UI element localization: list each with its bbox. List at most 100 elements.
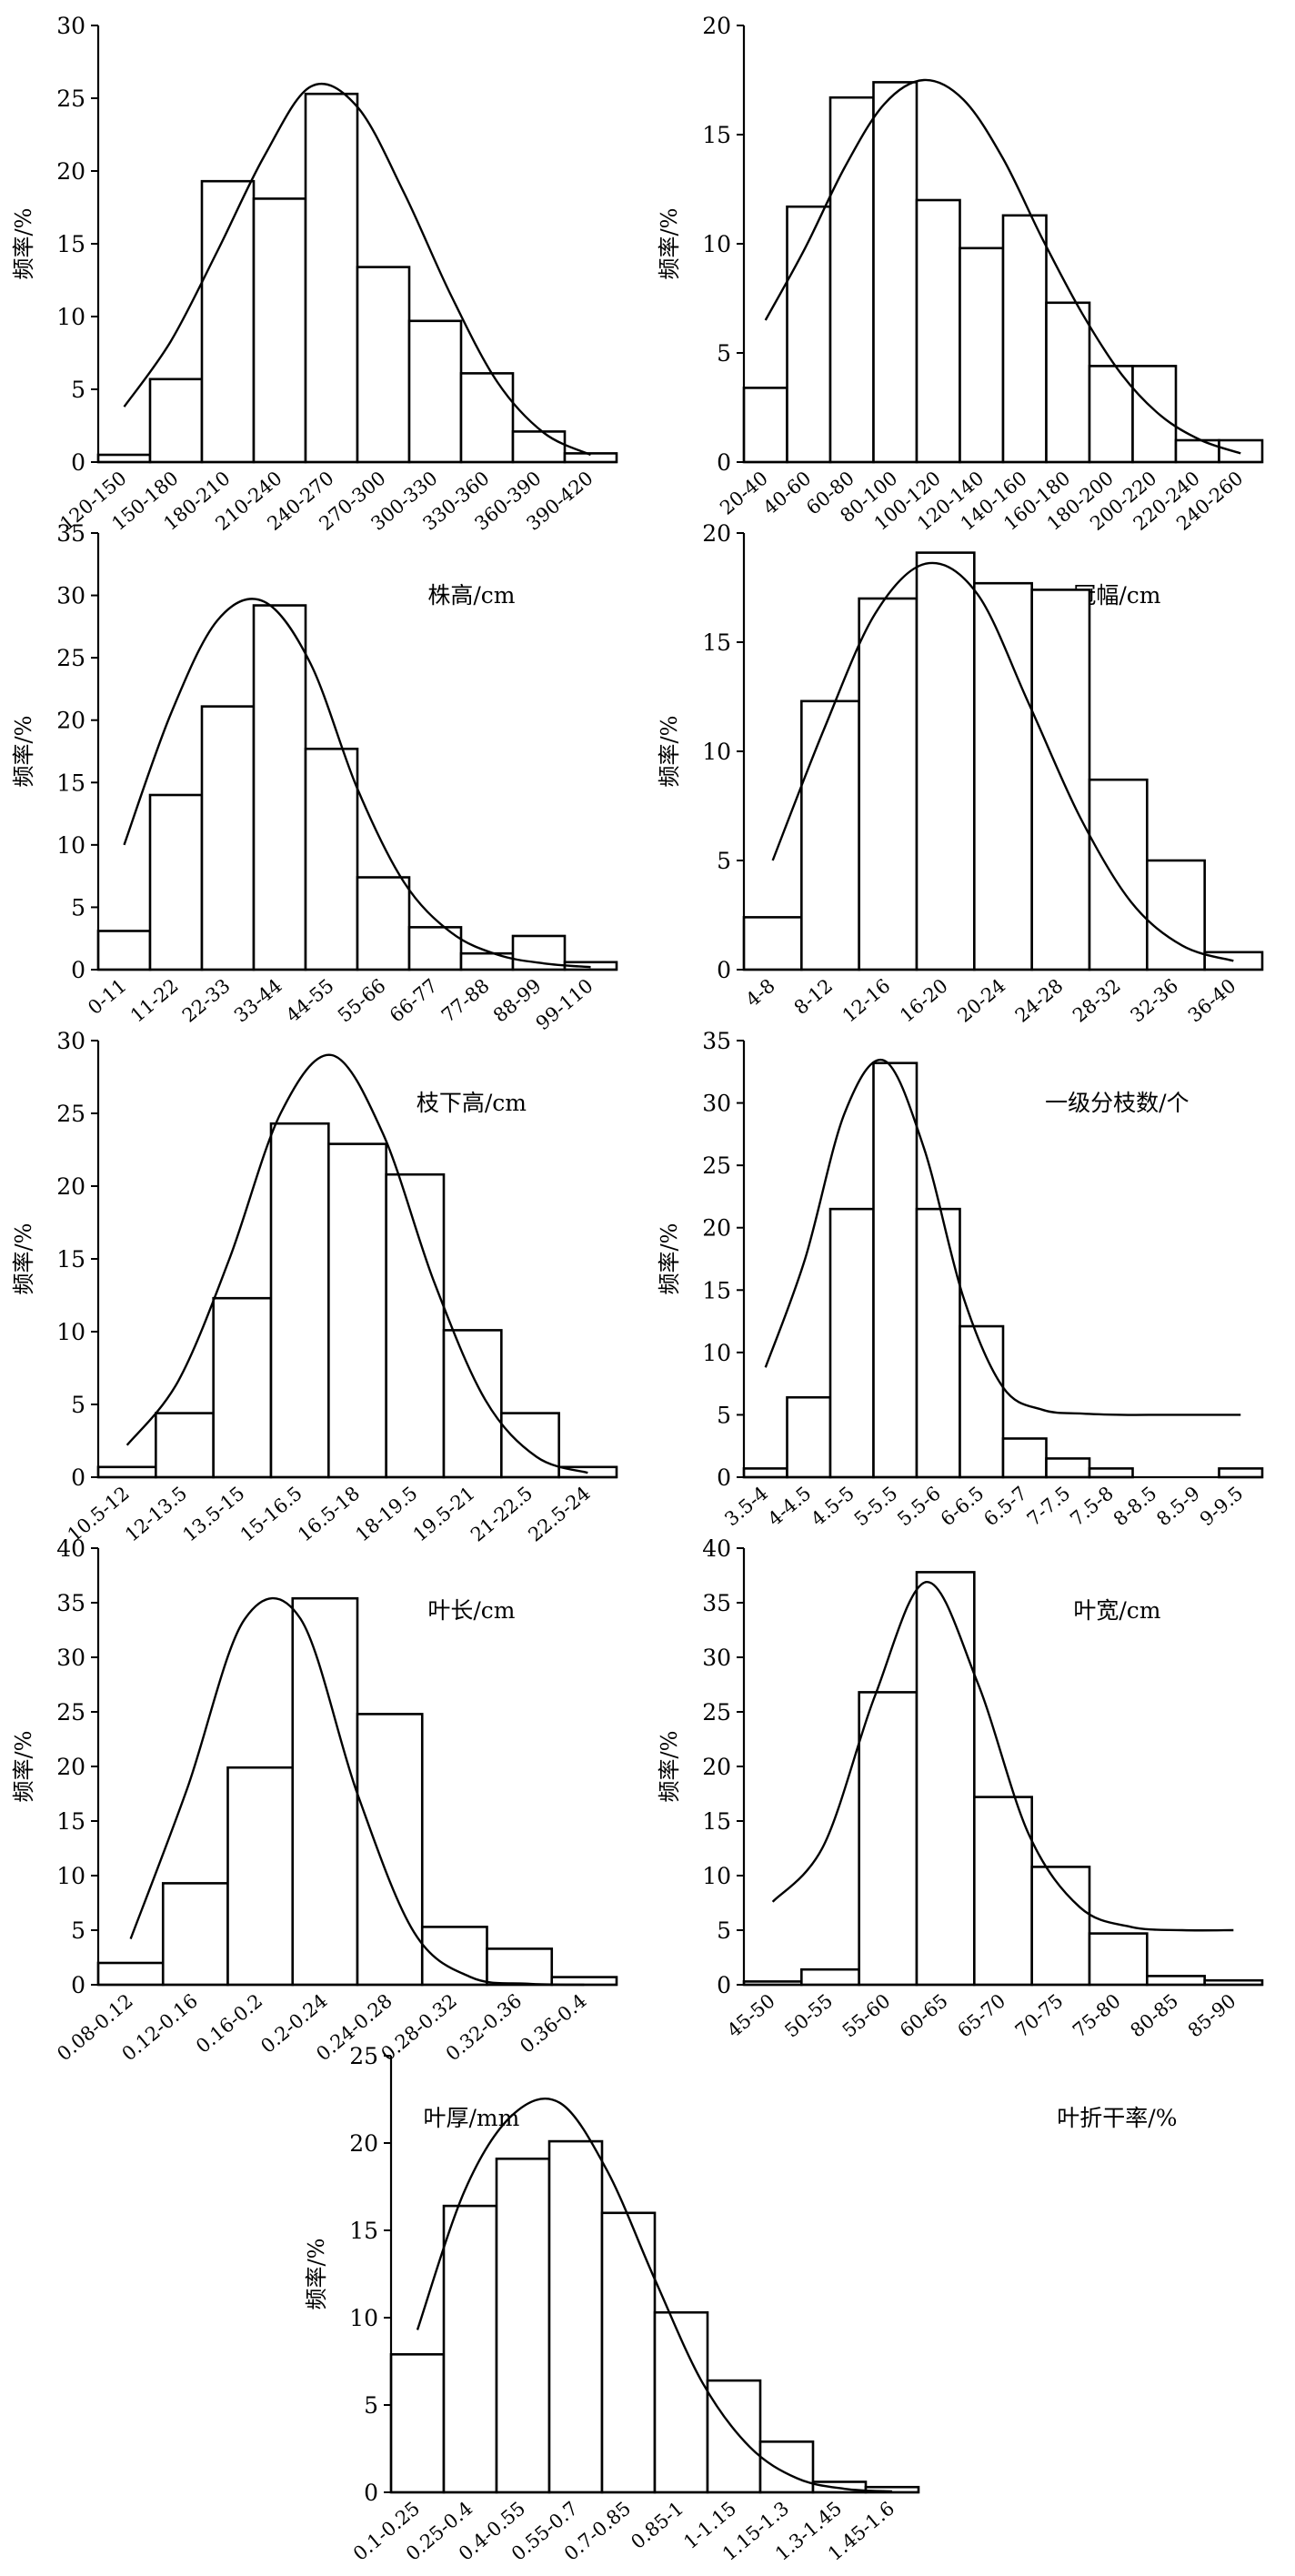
- x-axis-label: 一级分枝数/个: [1045, 1090, 1189, 1116]
- bar: [742, 387, 788, 464]
- panel-essential-oil: 0 5 10 15 20 25 0.1-0.25 0.25-0.4 0.4-0.55 0.55-0…: [300, 2038, 928, 2570]
- x-axis-label: 叶厚/mm: [423, 2105, 519, 2131]
- x-tick-label: 40-60: [759, 467, 816, 518]
- normal-fit-curve: [123, 82, 592, 457]
- x-tick-label: 6-6.5: [937, 1482, 989, 1530]
- bar: [442, 1329, 503, 1479]
- normal-fit-curve: [771, 1581, 1234, 1932]
- bar: [959, 247, 1005, 464]
- bar: [495, 2157, 551, 2494]
- x-tick-label: 65-70: [953, 1989, 1009, 2041]
- y-tick-label: 10: [56, 1863, 85, 1889]
- y-axis-label: 频率/%: [11, 1223, 36, 1295]
- bar: [758, 2440, 815, 2494]
- x-tick-label: 0-11: [84, 974, 131, 1019]
- y-tick-label: 0: [71, 449, 85, 476]
- x-tick-label: 4-4.5: [764, 1482, 816, 1530]
- x-tick-label: 11-22: [126, 974, 183, 1026]
- leaf-width-svg: 051015202530353.5-44-4.54.5-55-5.55.5-66…: [657, 1028, 1264, 1624]
- panel-leaf-length: 0 5 10 15 20 25 30 10.5-12 12-13.5 13.5-15 15-16.5…: [7, 1022, 626, 1624]
- bar: [389, 2353, 446, 2494]
- x-tick-label: 55-60: [838, 1989, 895, 2041]
- x-axis-label: 株高/cm: [427, 582, 515, 609]
- bar: [356, 876, 411, 971]
- x-tick-label: 32-36: [1126, 974, 1182, 1026]
- primary-branches-svg: 0 5 10 15 20 4-8 8-12 12-16 16-20 20-24 24-28 28-32…: [657, 520, 1264, 1116]
- bar: [915, 1207, 961, 1479]
- x-axis-label: 叶长/cm: [427, 1597, 515, 1624]
- x-tick-label: 75-80: [1069, 1989, 1125, 2041]
- bar: [1030, 589, 1091, 971]
- x-axis-label: 叶折干率/%: [1057, 2105, 1177, 2131]
- x-tick-label: 5.5-6: [893, 1482, 945, 1530]
- bar: [1088, 1932, 1149, 1987]
- bar: [161, 1882, 229, 1987]
- bar: [500, 1412, 560, 1479]
- crown-width-svg: 0510152020-4040-6060-8080-100100-120120-…: [657, 13, 1264, 609]
- y-tick-label: 20: [56, 708, 85, 734]
- y-tick-label: 25: [349, 2043, 378, 2069]
- y-tick-label: 25: [56, 1101, 85, 1127]
- bar: [200, 705, 256, 971]
- bar: [200, 179, 256, 464]
- bar: [96, 1465, 157, 1479]
- x-tick-label: 85-90: [1184, 1989, 1240, 2041]
- y-tick-label: 25: [56, 86, 85, 112]
- x-tick-label: 28-32: [1069, 974, 1125, 1026]
- y-tick-label: 10: [702, 231, 731, 257]
- leaf-length-svg: 05101520253010.5-1212-13.513.5-1515-16.5…: [11, 1028, 618, 1624]
- y-tick-label: 20: [702, 1215, 731, 1242]
- y-tick-label: 20: [702, 13, 731, 39]
- y-tick-label: 20: [56, 158, 85, 185]
- y-axis-label: 频率/%: [657, 208, 682, 280]
- bar: [511, 430, 567, 464]
- y-tick-label: 20: [56, 1173, 85, 1200]
- bar: [212, 1296, 273, 1479]
- y-axis-label: 频率/%: [11, 1731, 36, 1803]
- bar: [742, 916, 803, 971]
- x-tick-label: 22-33: [178, 974, 235, 1026]
- x-tick-label: 60-65: [896, 1989, 952, 2041]
- panel-leaf-dry-ratio: 0 5 10 15 20 25 30 35 40 45-50 50-55 55-60 60-65 65-7…: [653, 1530, 1271, 2131]
- normal-fit-curve: [129, 1596, 585, 1987]
- x-tick-label: 20-24: [953, 974, 1009, 1026]
- bar: [915, 198, 961, 464]
- bar: [96, 453, 152, 464]
- y-tick-label: 5: [717, 340, 731, 367]
- bar: [442, 2204, 498, 2494]
- bar: [1218, 1467, 1264, 1479]
- y-tick-label: 25: [702, 1152, 731, 1179]
- y-tick-label: 5: [71, 1917, 85, 1944]
- y-tick-label: 15: [56, 1246, 85, 1273]
- y-tick-label: 35: [56, 520, 85, 547]
- bar: [304, 747, 359, 971]
- bar: [915, 1571, 976, 1987]
- bar: [653, 2310, 709, 2494]
- x-tick-label: 4-8: [742, 974, 779, 1011]
- bar: [1218, 438, 1264, 464]
- panel-leaf-thickness: 0 5 10 15 20 25 30 35 40 0.08-0.12 0.12-0.16 0.16-0…: [7, 1530, 626, 2131]
- y-tick-label: 15: [349, 2218, 378, 2244]
- y-axis-label: 频率/%: [304, 2239, 329, 2310]
- y-tick-label: 0: [364, 2480, 378, 2506]
- y-tick-label: 35: [702, 1590, 731, 1616]
- bar: [96, 930, 152, 971]
- bar: [327, 1142, 387, 1479]
- bar: [1045, 301, 1091, 464]
- y-tick-label: 25: [702, 1699, 731, 1726]
- bar: [858, 1691, 919, 1987]
- leaf-thickness-svg: 05101520253035400.08-0.120.12-0.160.16-0…: [11, 1535, 618, 2131]
- bar: [1088, 1467, 1134, 1479]
- bar: [872, 1062, 919, 1479]
- x-tick-label: 0.85-1: [627, 2497, 688, 2553]
- y-tick-label: 20: [349, 2130, 378, 2157]
- y-tick-label: 30: [56, 13, 85, 39]
- y-tick-label: 10: [702, 1863, 731, 1889]
- x-tick-label: 36-40: [1184, 974, 1240, 1026]
- y-axis-label: 频率/%: [657, 1223, 682, 1295]
- x-axis-label: 枝下高/cm: [417, 1090, 527, 1116]
- bar: [1001, 1437, 1048, 1479]
- y-tick-label: 40: [702, 1535, 731, 1562]
- bar: [459, 372, 515, 464]
- normal-fit-curve: [123, 598, 591, 969]
